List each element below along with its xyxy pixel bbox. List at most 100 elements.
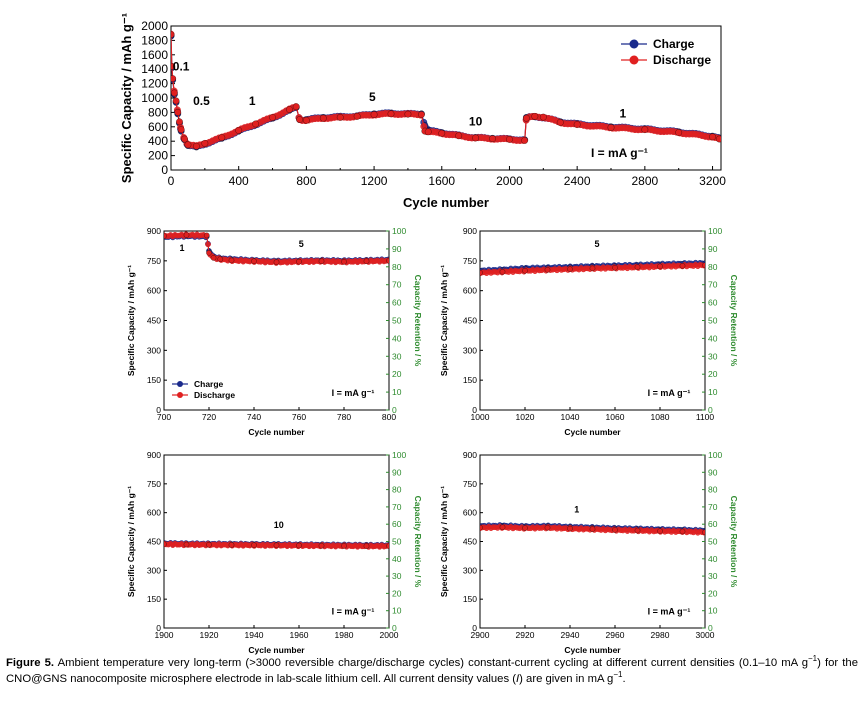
chart-main: 0 400 800 1200 1600 2000 2400 2800 3200020040060… (119, 13, 726, 210)
x-tick-label: 2000 (496, 174, 523, 188)
y-tick-label: 600 (463, 286, 477, 296)
x-tick-label: 1200 (361, 174, 388, 188)
data-point (702, 529, 705, 536)
series-discharge (164, 540, 389, 550)
x-tick-label: 2920 (516, 630, 535, 640)
x-tick-label: 1000 (471, 412, 490, 422)
x-tick-label: 2980 (651, 630, 670, 640)
y-tick-label: 0 (156, 623, 161, 633)
data-point (218, 134, 226, 141)
y-tick-label: 1000 (141, 91, 168, 105)
annotation: I = mA g⁻¹ (332, 388, 375, 398)
data-point (556, 119, 564, 126)
y-tick-label: 900 (147, 450, 161, 460)
x-tick-label: 2960 (606, 630, 625, 640)
y2-tick-label: 90 (708, 467, 718, 477)
y-axis-label: Specific Capacity / mAh g⁻¹ (439, 265, 449, 376)
legend-label: Charge (194, 379, 224, 389)
data-point (181, 135, 188, 143)
y-tick-label: 0 (472, 623, 477, 633)
x-tick-label: 720 (202, 412, 216, 422)
x-axis-label: Cycle number (248, 427, 305, 437)
x-tick-label: 1900 (155, 630, 174, 640)
caption-line2a: (0.1–10 mA g (738, 657, 808, 669)
x-tick-label: 740 (247, 412, 261, 422)
data-point (341, 543, 347, 549)
x-tick-label: 3000 (696, 630, 715, 640)
y2-tick-label: 80 (392, 485, 402, 495)
y-tick-label: 1200 (141, 77, 168, 91)
data-point (273, 259, 280, 265)
data-point (363, 543, 370, 549)
y-tick-label: 200 (148, 149, 168, 163)
y-tick-label: 800 (148, 105, 168, 119)
caption-line1: Ambient temperature very long-term (>300… (57, 657, 735, 669)
data-point (171, 31, 175, 38)
data-point (171, 62, 176, 70)
x-axis-label: Cycle number (564, 645, 621, 655)
y2-tick-label: 10 (708, 387, 718, 397)
data-point (657, 528, 663, 534)
x-tick-label: 1060 (606, 412, 625, 422)
data-point (336, 114, 344, 121)
y-tick-label: 750 (147, 256, 161, 266)
series-discharge (480, 261, 705, 277)
data-point (296, 258, 302, 265)
data-point (544, 267, 551, 273)
data-point (589, 265, 596, 272)
x-tick-label: 1020 (516, 412, 535, 422)
data-point (544, 524, 551, 531)
data-point (318, 542, 325, 549)
y2-tick-label: 50 (392, 537, 402, 547)
y-tick-label: 600 (147, 508, 161, 518)
y-tick-label: 0 (472, 405, 477, 415)
y-tick-label: 300 (147, 565, 161, 575)
data-point (251, 542, 257, 548)
y2-tick-label: 80 (392, 262, 402, 272)
data-point (164, 541, 167, 547)
x-tick-label: 760 (292, 412, 306, 422)
data-point (404, 110, 412, 118)
y2-axis-label: Capacity Retention / % (413, 496, 423, 588)
data-point (675, 129, 683, 136)
y-tick-label: 750 (147, 479, 161, 489)
data-point (438, 129, 446, 137)
data-point (303, 116, 310, 124)
data-point (269, 114, 276, 121)
y2-tick-label: 20 (392, 588, 402, 598)
data-point (679, 263, 686, 269)
y-tick-label: 900 (463, 450, 477, 460)
data-point (171, 75, 177, 82)
data-point (634, 264, 641, 270)
y-tick-label: 600 (148, 120, 168, 134)
data-point (183, 232, 190, 238)
data-point (522, 268, 528, 274)
y-axis-label: Specific Capacity / mAh g⁻¹ (126, 486, 136, 597)
legend-label: Charge (653, 37, 695, 51)
data-point (252, 120, 259, 128)
data-point (567, 266, 573, 272)
figure-caption: Figure 5. Ambient temperature very long-… (6, 655, 858, 687)
data-point (177, 126, 185, 134)
y2-tick-label: 70 (392, 502, 402, 512)
annotation: 5 (299, 239, 304, 249)
x-tick-label: 1980 (335, 630, 354, 640)
y2-tick-label: 100 (392, 226, 406, 236)
annotation: 10 (274, 520, 284, 530)
data-point (567, 525, 573, 532)
data-layer (480, 522, 705, 536)
data-point (174, 109, 182, 116)
data-point (341, 259, 347, 265)
y-tick-label: 1800 (141, 33, 168, 47)
y-tick-label: 150 (463, 594, 477, 604)
y2-axis-label: Capacity Retention / % (729, 496, 739, 588)
data-point (228, 257, 235, 264)
x-tick-label: 400 (229, 174, 249, 188)
y2-tick-label: 50 (392, 316, 402, 326)
legend-marker (177, 381, 183, 387)
y-tick-label: 150 (147, 375, 161, 385)
y2-tick-label: 90 (708, 244, 718, 254)
y2-tick-label: 80 (708, 262, 718, 272)
data-layer (164, 231, 389, 266)
